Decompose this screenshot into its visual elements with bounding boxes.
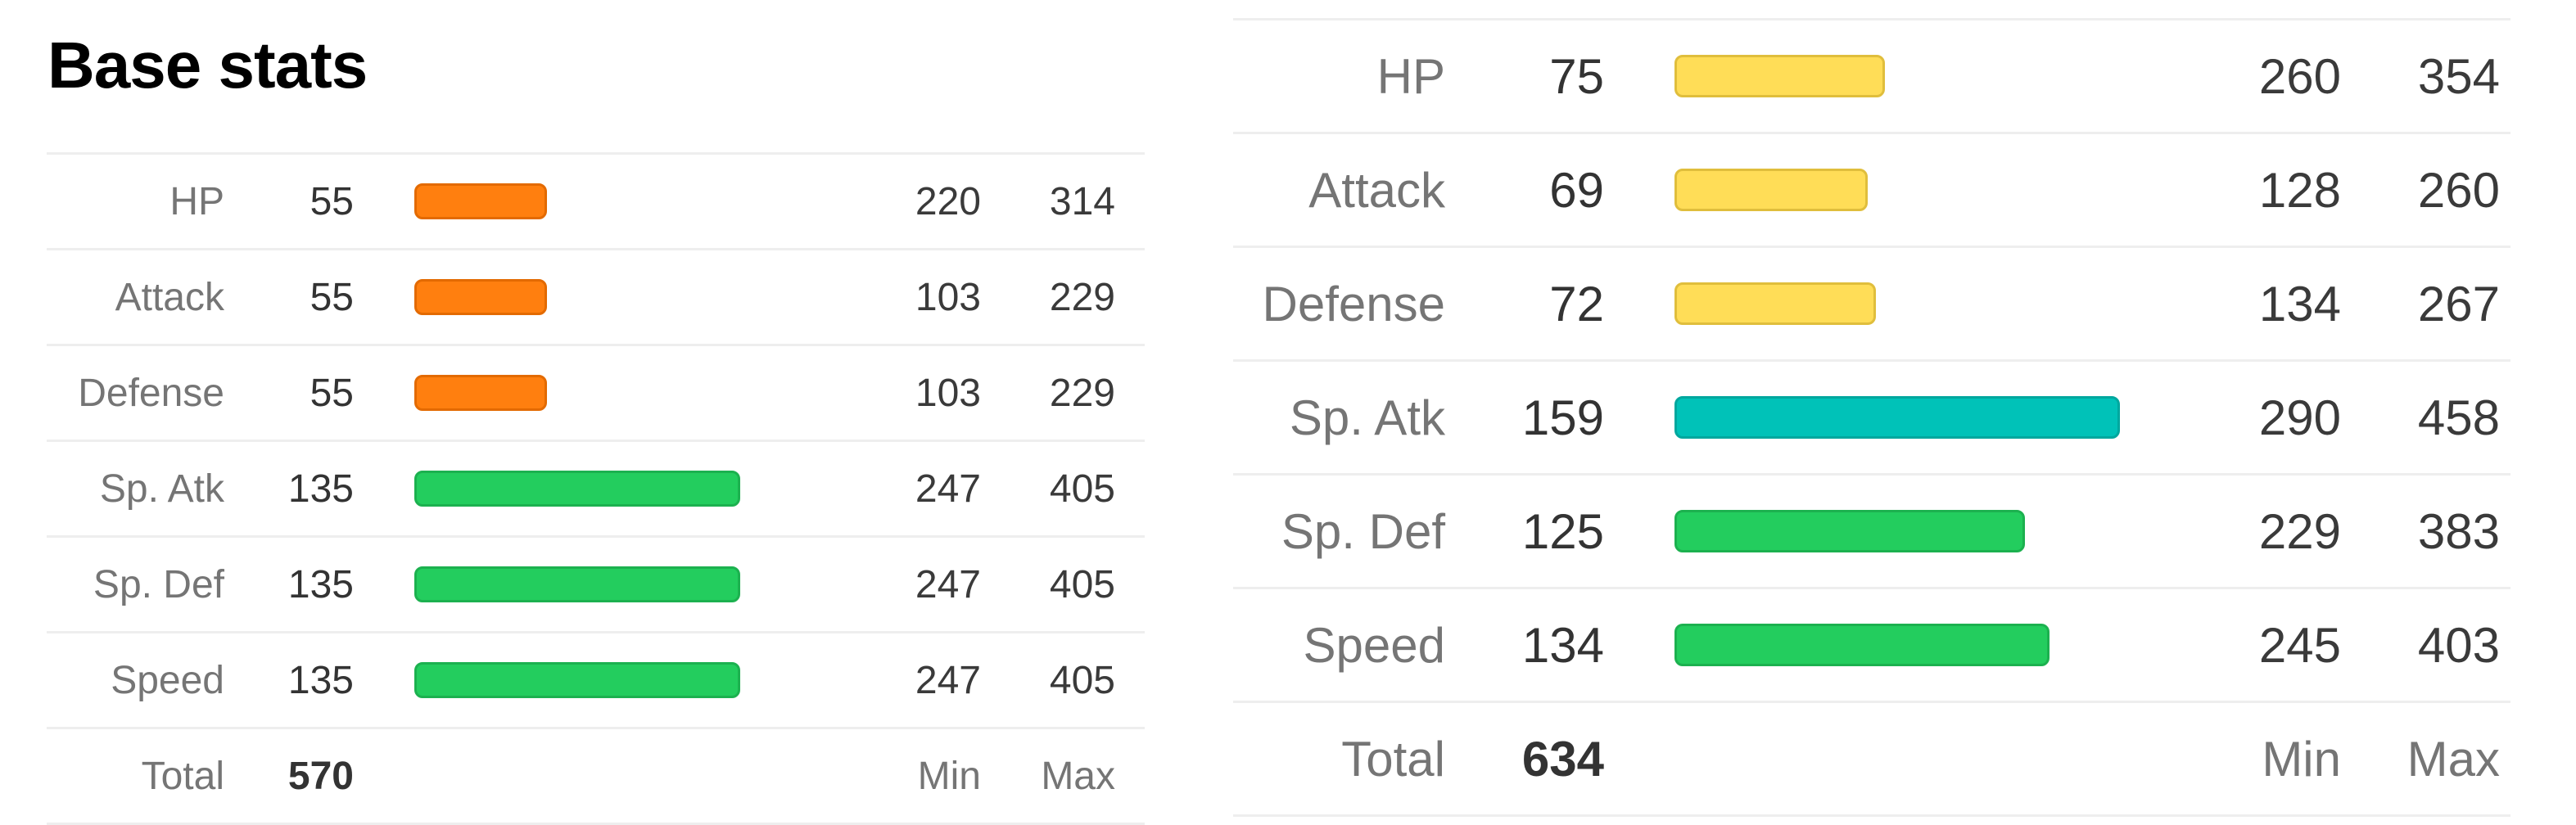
stat-row: Defense 72 134 267 bbox=[1233, 246, 2510, 359]
stat-row: Sp. Def 135 247 405 bbox=[47, 535, 1145, 631]
min-header: Min bbox=[2262, 731, 2341, 787]
stat-label: HP bbox=[169, 179, 224, 223]
total-row: Total 634 Min Max bbox=[1233, 701, 2510, 817]
stat-min: 245 bbox=[2258, 617, 2341, 673]
stat-value: 55 bbox=[310, 371, 354, 415]
stat-row: Sp. Def 125 229 383 bbox=[1233, 473, 2510, 587]
stat-row: Speed 135 247 405 bbox=[47, 631, 1145, 727]
stat-label: Attack bbox=[115, 275, 224, 319]
stat-min: 103 bbox=[915, 371, 981, 415]
stat-value: 135 bbox=[287, 658, 354, 702]
total-value: 570 bbox=[287, 754, 354, 798]
stat-max: 229 bbox=[1049, 275, 1115, 319]
stat-max: 260 bbox=[2417, 162, 2500, 218]
stat-value: 72 bbox=[1549, 276, 1604, 331]
stat-max: 458 bbox=[2417, 390, 2500, 445]
stat-row: Sp. Atk 135 247 405 bbox=[47, 440, 1145, 535]
stat-max: 229 bbox=[1049, 371, 1115, 415]
stat-bar bbox=[414, 471, 741, 507]
total-label: Total bbox=[141, 754, 224, 798]
stat-max: 354 bbox=[2417, 48, 2500, 104]
stat-max: 314 bbox=[1049, 179, 1115, 223]
total-row: Total 570 Min Max bbox=[47, 727, 1145, 825]
stat-bar bbox=[1674, 55, 1885, 97]
stat-bar bbox=[414, 279, 548, 315]
stat-bar bbox=[414, 566, 741, 602]
stat-max: 405 bbox=[1049, 467, 1115, 511]
base-stats-panel-right: HP 75 260 354 Attack 69 128 260 Defense 72 134 267 S… bbox=[1228, 0, 2576, 823]
stat-max: 383 bbox=[2417, 503, 2500, 559]
stat-label: Defense bbox=[78, 371, 224, 415]
stat-max: 405 bbox=[1049, 658, 1115, 702]
stat-bar bbox=[1674, 396, 2120, 439]
stat-min: 134 bbox=[2258, 276, 2341, 331]
stat-min: 229 bbox=[2258, 503, 2341, 559]
stat-row: Attack 69 128 260 bbox=[1233, 132, 2510, 246]
stat-bar bbox=[414, 183, 548, 219]
stat-label: HP bbox=[1376, 48, 1445, 104]
stat-label: Sp. Def bbox=[93, 562, 224, 606]
stat-value: 75 bbox=[1549, 48, 1604, 104]
stat-value: 125 bbox=[1521, 503, 1604, 559]
stat-bar bbox=[414, 375, 548, 411]
stat-row: Defense 55 103 229 bbox=[47, 344, 1145, 440]
stat-min: 247 bbox=[915, 562, 981, 606]
stat-max: 403 bbox=[2417, 617, 2500, 673]
stat-value: 55 bbox=[310, 275, 354, 319]
stat-max: 405 bbox=[1049, 562, 1115, 606]
stat-label: Speed bbox=[111, 658, 224, 702]
total-value: 634 bbox=[1521, 731, 1604, 787]
stat-max: 267 bbox=[2417, 276, 2500, 331]
stat-min: 260 bbox=[2258, 48, 2341, 104]
stat-row: Sp. Atk 159 290 458 bbox=[1233, 359, 2510, 473]
stat-value: 55 bbox=[310, 179, 354, 223]
stat-row: Speed 134 245 403 bbox=[1233, 587, 2510, 701]
stat-label: Sp. Atk bbox=[1289, 390, 1445, 445]
stat-label: Attack bbox=[1308, 162, 1445, 218]
stat-row: Attack 55 103 229 bbox=[47, 248, 1145, 344]
stat-value: 134 bbox=[1521, 617, 1604, 673]
stat-min: 247 bbox=[915, 658, 981, 702]
stat-min: 247 bbox=[915, 467, 981, 511]
max-header: Max bbox=[1041, 754, 1115, 798]
stat-value: 69 bbox=[1549, 162, 1604, 218]
total-label: Total bbox=[1341, 731, 1445, 787]
stat-value: 135 bbox=[287, 562, 354, 606]
stat-label: Sp. Def bbox=[1281, 503, 1445, 559]
stat-value: 159 bbox=[1521, 390, 1604, 445]
min-header: Min bbox=[917, 754, 981, 798]
stat-min: 103 bbox=[915, 275, 981, 319]
stat-bar bbox=[414, 662, 741, 698]
stat-bar bbox=[1674, 510, 2025, 552]
max-header: Max bbox=[2407, 731, 2500, 787]
stat-bar bbox=[1674, 624, 2050, 666]
stat-min: 128 bbox=[2258, 162, 2341, 218]
stat-label: Sp. Atk bbox=[99, 467, 224, 511]
stat-label: Speed bbox=[1303, 617, 1446, 673]
stat-value: 135 bbox=[287, 467, 354, 511]
stat-bar bbox=[1674, 169, 1868, 211]
base-stats-panel-left: Base stats HP 55 220 314 Attack 55 103 229 Defen… bbox=[0, 0, 1146, 825]
page-title: Base stats bbox=[47, 29, 368, 101]
stat-label: Defense bbox=[1262, 276, 1445, 331]
stat-min: 290 bbox=[2258, 390, 2341, 445]
stat-min: 220 bbox=[915, 179, 981, 223]
stat-row: HP 55 220 314 bbox=[47, 152, 1145, 248]
stat-row: HP 75 260 354 bbox=[1233, 18, 2510, 132]
stat-bar bbox=[1674, 282, 1877, 325]
